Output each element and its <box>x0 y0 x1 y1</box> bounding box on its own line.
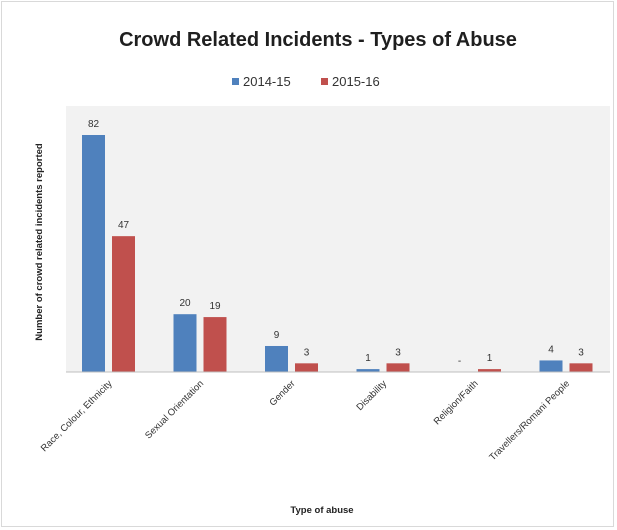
data-label-2014-15-disability: 1 <box>365 353 371 364</box>
data-label-2014-15-gender: 9 <box>274 330 280 341</box>
data-label-2014-15-religion-faith: - <box>458 356 461 367</box>
bar-2014-15-gender <box>265 345 288 372</box>
x-tick-label-religion-faith: Religion/Faith <box>432 378 481 427</box>
data-label-2015-16-gender: 3 <box>304 347 310 358</box>
data-label-2015-16-religion-faith: 1 <box>487 353 493 364</box>
x-tick-label-race-colour-ethnicity: Race, Colour, Ethnicity <box>39 378 115 454</box>
x-tick-label-sexual-orientation: Sexual Orientation <box>143 378 206 441</box>
legend-label-2014-15: 2014-15 <box>243 74 291 89</box>
x-tick-label-travellers-romani-people: Travellers/Romani People <box>487 378 572 463</box>
legend-swatch-2014-15 <box>232 78 239 85</box>
bar-2015-16-gender <box>295 363 318 372</box>
bar-2014-15-disability <box>356 369 380 372</box>
bars <box>82 135 593 372</box>
chart-title: Crowd Related Incidents - Types of Abuse <box>119 29 517 51</box>
legend: 2014-15 2015-16 <box>232 74 380 89</box>
legend-swatch-2015-16 <box>321 78 328 85</box>
data-label-2015-16-sexual-orientation: 19 <box>209 301 221 312</box>
bar-2015-16-religion-faith <box>478 369 501 372</box>
plot-area <box>66 106 610 372</box>
data-labels: 82 47 20 19 9 3 1 3 - 1 4 3 <box>88 119 584 367</box>
data-label-2014-15-sexual-orientation: 20 <box>179 298 191 309</box>
data-label-2014-15-travellers-romani-people: 4 <box>548 344 554 355</box>
data-label-2015-16-race-colour-ethnicity: 47 <box>118 220 130 231</box>
data-label-2014-15-race-colour-ethnicity: 82 <box>88 119 100 130</box>
x-tick-labels: Race, Colour, Ethnicity Sexual Orientatio… <box>39 378 572 463</box>
bar-2015-16-disability <box>386 363 410 372</box>
bar-2015-16-race-colour-ethnicity <box>112 236 135 372</box>
data-label-2015-16-travellers-romani-people: 3 <box>578 347 584 358</box>
y-axis-title: Number of crowd related incidents report… <box>34 143 45 341</box>
bar-2014-15-race-colour-ethnicity <box>82 135 105 372</box>
bar-2014-15-sexual-orientation <box>173 314 197 372</box>
data-label-2015-16-disability: 3 <box>395 347 401 358</box>
x-tick-label-disability: Disability <box>354 378 389 413</box>
x-tick-label-gender: Gender <box>267 378 297 408</box>
x-axis-title: Type of abuse <box>290 505 353 516</box>
bar-2014-15-travellers-romani-people <box>539 360 563 372</box>
legend-label-2015-16: 2015-16 <box>332 74 380 89</box>
bar-2015-16-travellers-romani-people <box>569 363 593 372</box>
bar-2015-16-sexual-orientation <box>203 317 227 372</box>
